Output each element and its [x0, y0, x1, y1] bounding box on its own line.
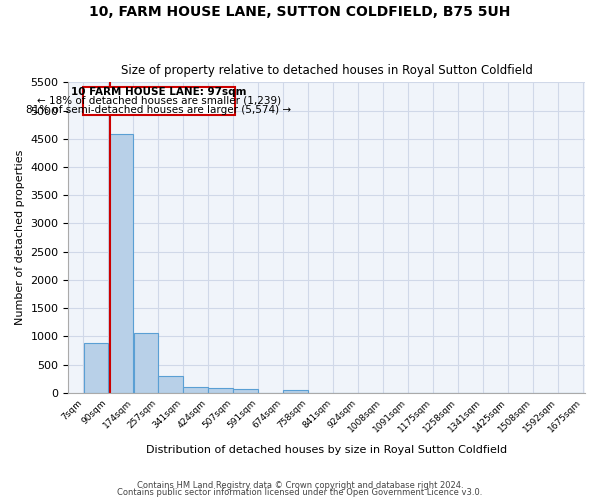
X-axis label: Distribution of detached houses by size in Royal Sutton Coldfield: Distribution of detached houses by size … — [146, 445, 507, 455]
FancyBboxPatch shape — [83, 87, 235, 115]
Bar — [283, 390, 308, 393]
Bar — [158, 376, 183, 393]
Bar — [109, 134, 133, 393]
Text: Contains public sector information licensed under the Open Government Licence v3: Contains public sector information licen… — [118, 488, 482, 497]
Text: Contains HM Land Registry data © Crown copyright and database right 2024.: Contains HM Land Registry data © Crown c… — [137, 480, 463, 490]
Text: 10, FARM HOUSE LANE, SUTTON COLDFIELD, B75 5UH: 10, FARM HOUSE LANE, SUTTON COLDFIELD, B… — [89, 5, 511, 19]
Bar — [208, 388, 233, 393]
Text: 81% of semi-detached houses are larger (5,574) →: 81% of semi-detached houses are larger (… — [26, 105, 291, 115]
Bar — [83, 343, 108, 393]
Title: Size of property relative to detached houses in Royal Sutton Coldfield: Size of property relative to detached ho… — [121, 64, 533, 77]
Bar — [233, 389, 258, 393]
Y-axis label: Number of detached properties: Number of detached properties — [15, 150, 25, 326]
Bar — [134, 333, 158, 393]
Text: 10 FARM HOUSE LANE: 97sqm: 10 FARM HOUSE LANE: 97sqm — [71, 87, 247, 97]
Bar — [184, 387, 208, 393]
Text: ← 18% of detached houses are smaller (1,239): ← 18% of detached houses are smaller (1,… — [37, 96, 281, 106]
